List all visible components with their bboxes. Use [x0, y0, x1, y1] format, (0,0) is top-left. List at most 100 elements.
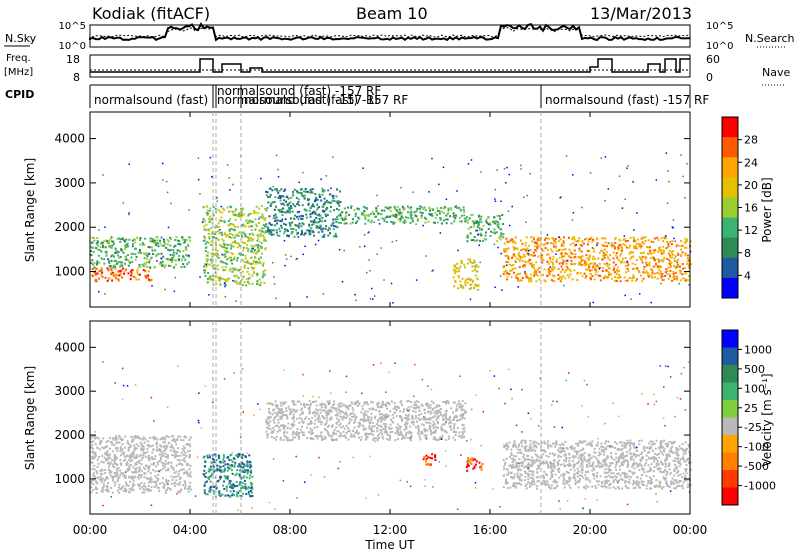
power-echo-pixel: [464, 279, 467, 282]
velocity-echo-pixel: [427, 406, 430, 409]
power-echo-pixel: [682, 267, 685, 270]
power-echo-pixel: [634, 240, 637, 243]
power-echo-pixel: [238, 243, 241, 246]
velocity-echo-pixel: [442, 401, 445, 404]
velocity-echo-pixel: [148, 489, 151, 492]
power-echo-pixel: [229, 256, 232, 259]
power-echo-pixel: [661, 260, 664, 263]
velocity-echo-pixel: [399, 410, 402, 413]
velocity-echo-pixel: [183, 471, 186, 474]
velocity-echo-pixel: [422, 424, 425, 427]
velocity-echo-pixel: [353, 435, 356, 438]
power-echo-pixel: [273, 224, 276, 227]
power-echo-pixel: [244, 233, 247, 236]
velocity-echo-pixel: [156, 448, 159, 451]
power-echo-pixel: [135, 255, 138, 258]
velocity-echo-pixel: [139, 453, 142, 456]
power-echo-pixel: [573, 249, 576, 252]
power-echo-pixel: [356, 207, 359, 210]
power-ylabel: Slant Range [km]: [23, 158, 37, 262]
power-echo-pixel: [572, 236, 575, 239]
power-echo-pixel: [428, 207, 431, 210]
power-echo-pixel: [605, 275, 608, 278]
velocity-echo-pixel: [687, 485, 690, 488]
power-echo-pixel: [538, 270, 541, 273]
power-echo-pixel: [253, 272, 256, 275]
power-echo-pixel: [657, 250, 660, 253]
velocity-echo-pixel: [291, 425, 294, 428]
power-echo-pixel: [309, 213, 312, 216]
power-echo-pixel: [144, 270, 147, 273]
velocity-echo-pixel: [206, 456, 209, 459]
power-echo-pixel: [577, 262, 580, 265]
velocity-echo-pixel: [179, 481, 182, 484]
power-echo-pixel: [550, 279, 553, 282]
velocity-echo-pixel: [189, 445, 192, 448]
power-noise-pixel: [128, 213, 130, 216]
power-echo-pixel: [682, 277, 685, 280]
velocity-echo-pixel: [355, 402, 358, 405]
velocity-echo-pixel: [410, 435, 413, 438]
velocity-echo-pixel: [574, 455, 577, 458]
velocity-echo-pixel: [146, 447, 149, 450]
power-echo-pixel: [236, 259, 239, 262]
power-echo-pixel: [389, 215, 392, 218]
power-echo-pixel: [208, 263, 211, 266]
power-echo-pixel: [137, 251, 140, 254]
power-echo-pixel: [654, 264, 657, 267]
power-noise-pixel: [506, 166, 508, 169]
velocity-echo-pixel: [287, 422, 290, 425]
velocity-echo-pixel: [430, 432, 433, 435]
power-echo-pixel: [532, 251, 535, 254]
power-echo-pixel: [315, 199, 318, 202]
velocity-echo-pixel: [162, 462, 165, 465]
power-echo-pixel: [628, 276, 631, 279]
power-noise-pixel: [459, 217, 461, 219]
power-noise-pixel: [392, 301, 394, 304]
velocity-echo-pixel: [361, 405, 364, 408]
velocity-echo-pixel: [424, 436, 427, 439]
power-echo-pixel: [688, 275, 691, 278]
velocity-echo-pixel: [162, 441, 165, 444]
power-echo-pixel: [215, 243, 218, 246]
power-noise-pixel: [359, 246, 361, 248]
power-echo-pixel: [562, 244, 565, 247]
power-echo-pixel: [613, 279, 616, 282]
velocity-echo-pixel: [412, 423, 415, 426]
power-echo-pixel: [401, 205, 404, 208]
power-echo-pixel: [624, 265, 627, 268]
power-echo-pixel: [125, 268, 128, 271]
power-echo-pixel: [638, 256, 641, 259]
power-echo-pixel: [269, 193, 272, 196]
power-echo-pixel: [551, 250, 554, 253]
power-echo-pixel: [506, 254, 509, 257]
power-echo-pixel: [309, 191, 312, 194]
power-echo-pixel: [633, 245, 636, 248]
velocity-echo-pixel: [356, 432, 359, 435]
velocity-echo-pixel: [285, 410, 288, 413]
power-echo-pixel: [212, 283, 215, 286]
power-echo-pixel: [459, 284, 462, 287]
power-echo-pixel: [460, 259, 463, 262]
power-echo-pixel: [651, 275, 654, 278]
velocity-echo-pixel: [215, 459, 218, 462]
colorbar-swatch: [722, 257, 738, 279]
power-echo-pixel: [202, 219, 205, 222]
velocity-echo-pixel: [343, 435, 346, 438]
power-echo-pixel: [360, 213, 363, 216]
power-echo-pixel: [535, 271, 538, 274]
power-echo-pixel: [247, 236, 250, 239]
velocity-echo-pixel: [202, 456, 205, 459]
power-echo-pixel: [202, 240, 205, 243]
power-echo-pixel: [224, 265, 227, 268]
velocity-echo-pixel: [342, 415, 345, 418]
power-echo-pixel: [214, 242, 217, 245]
velocity-echo-pixel: [456, 419, 459, 422]
velocity-echo-pixel: [151, 456, 154, 459]
velocity-echo-pixel: [217, 455, 220, 458]
velocity-echo-pixel: [159, 438, 162, 441]
power-echo-pixel: [213, 253, 216, 256]
power-echo-pixel: [132, 275, 135, 278]
power-echo-pixel: [472, 261, 475, 264]
velocity-echo-pixel: [520, 439, 523, 442]
